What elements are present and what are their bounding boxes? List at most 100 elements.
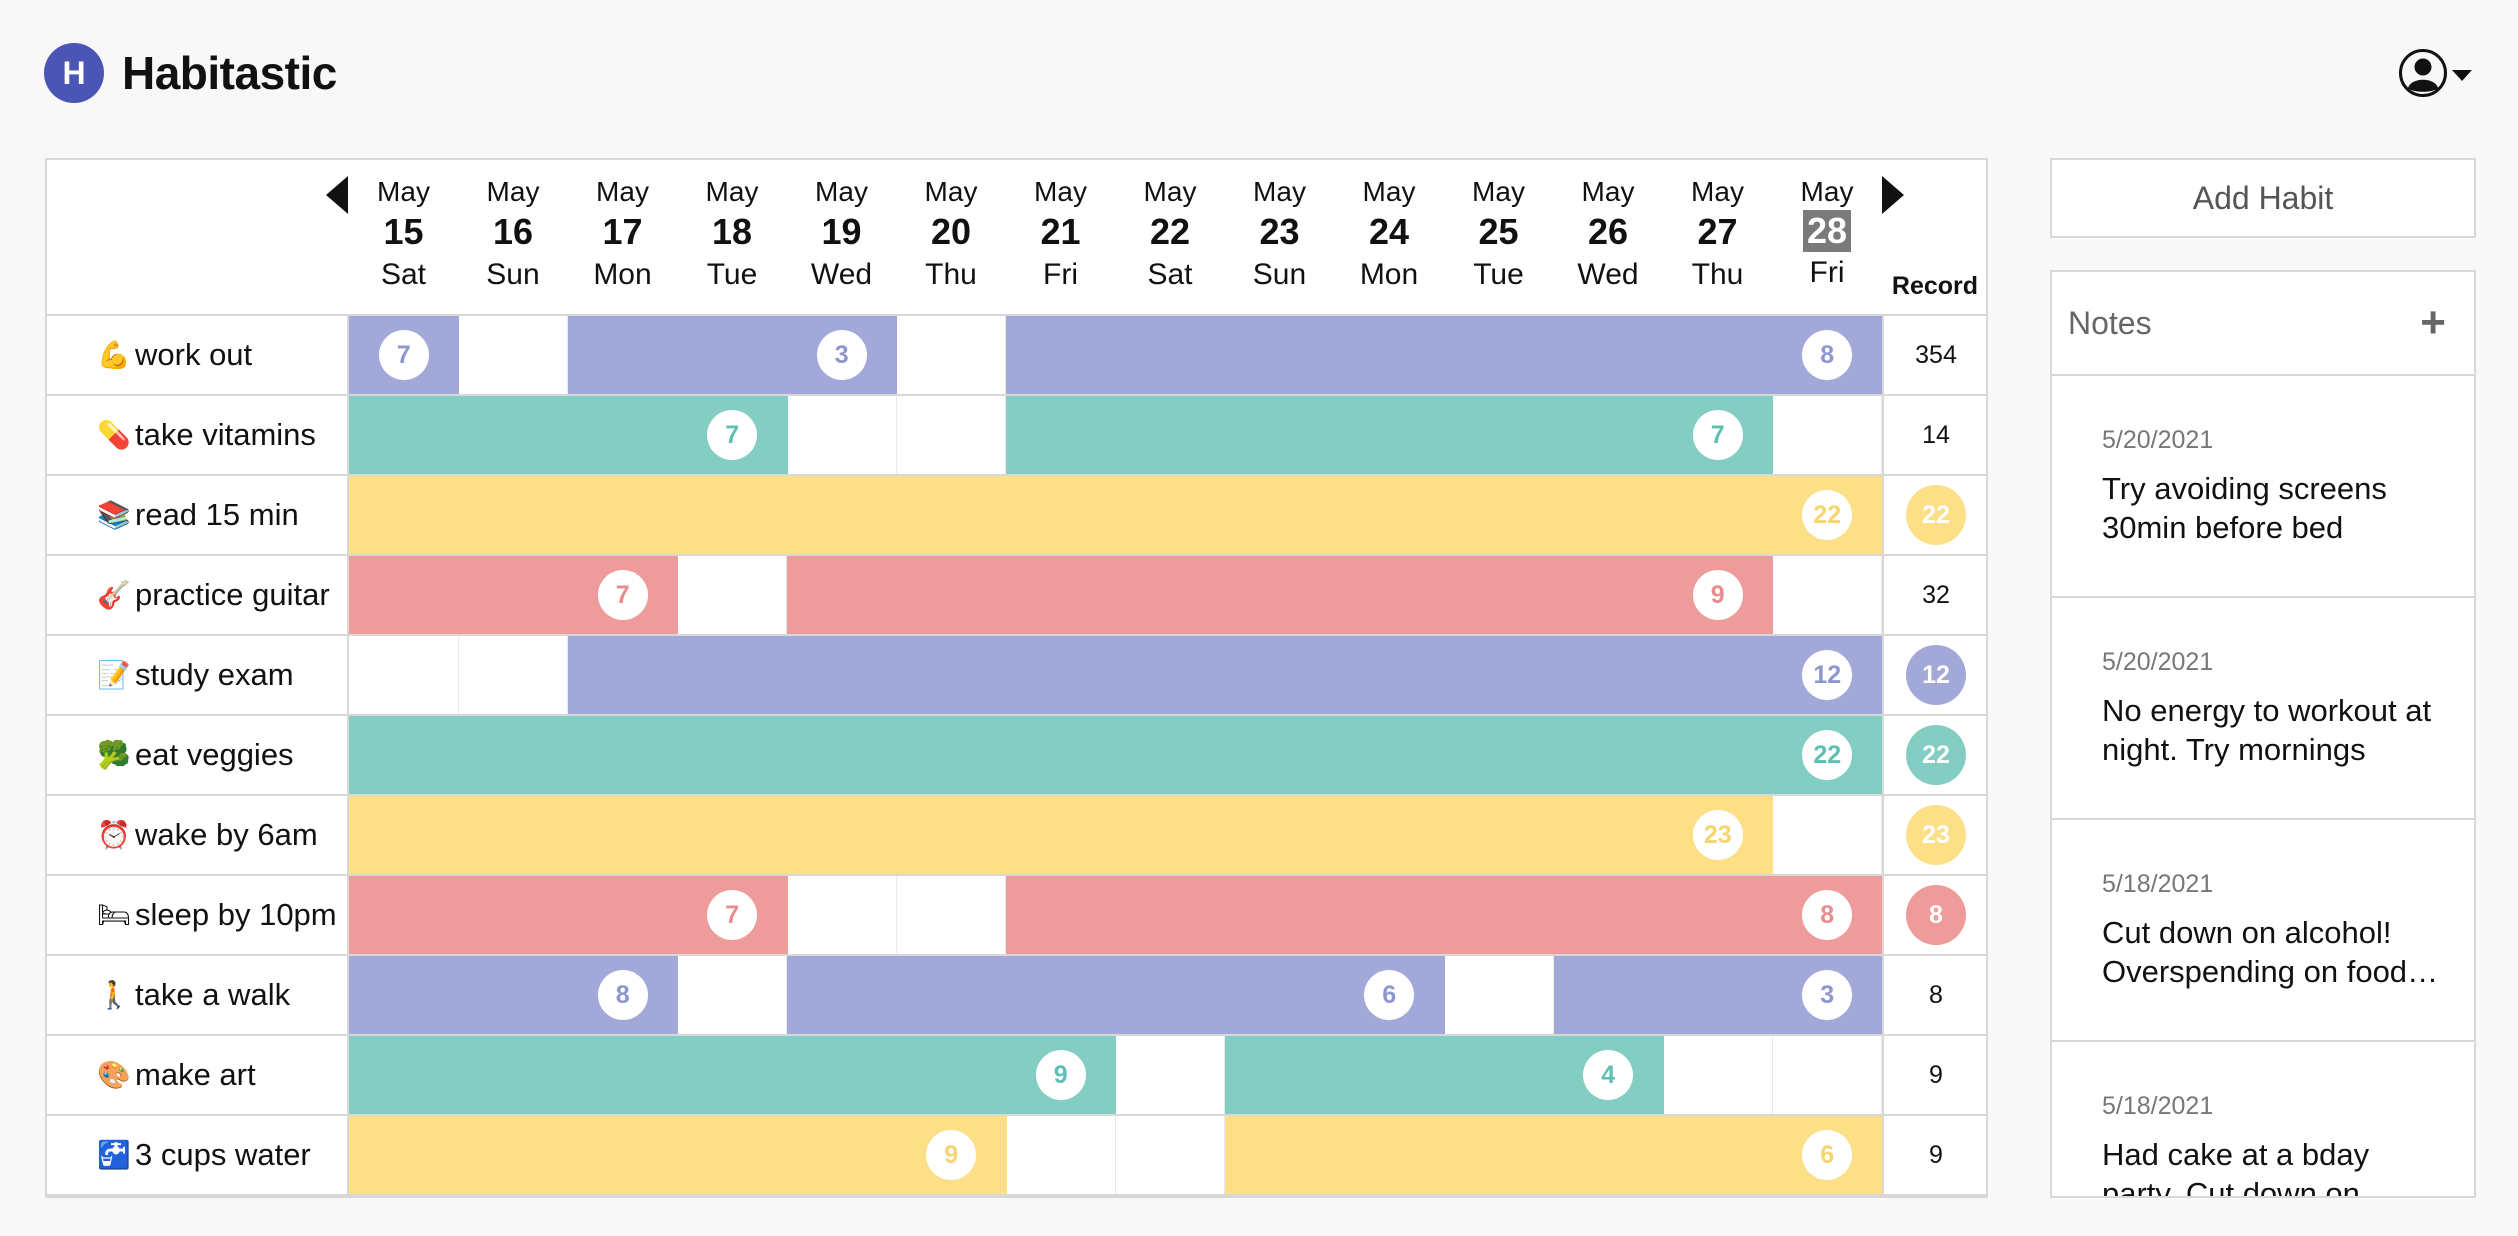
day-cell-done[interactable] bbox=[1006, 476, 1116, 554]
day-cell-done[interactable] bbox=[896, 796, 1007, 874]
day-cell-done[interactable] bbox=[1115, 876, 1226, 954]
day-cell-done[interactable] bbox=[568, 716, 678, 794]
day-cell-done[interactable] bbox=[349, 396, 459, 474]
day-cell-done[interactable] bbox=[1444, 1036, 1554, 1114]
day-cell-done[interactable] bbox=[458, 476, 569, 554]
day-cell-done[interactable] bbox=[1115, 396, 1226, 474]
day-cell-done[interactable] bbox=[1006, 316, 1116, 394]
day-cell-done[interactable] bbox=[787, 636, 897, 714]
day-cell-done[interactable] bbox=[787, 796, 897, 874]
day-cell-done[interactable] bbox=[1115, 316, 1226, 394]
day-cell-done[interactable] bbox=[349, 556, 459, 634]
day-cell-done[interactable] bbox=[568, 476, 678, 554]
day-cell-empty[interactable] bbox=[1116, 1116, 1225, 1194]
day-cell-done[interactable] bbox=[1553, 316, 1664, 394]
day-cell-done[interactable] bbox=[1006, 556, 1116, 634]
day-cell-done[interactable] bbox=[1444, 1116, 1554, 1194]
day-cell-done[interactable] bbox=[1225, 636, 1335, 714]
day-cell-done[interactable] bbox=[1225, 956, 1335, 1034]
day-cell-done[interactable] bbox=[1444, 396, 1554, 474]
day-cell-done[interactable] bbox=[458, 1036, 569, 1114]
day-cell-done[interactable] bbox=[568, 1116, 678, 1194]
day-cell-done[interactable] bbox=[1334, 716, 1445, 794]
habit-name[interactable]: 🚰 3 cups water bbox=[47, 1116, 349, 1194]
day-cell-done[interactable] bbox=[1115, 636, 1226, 714]
day-cell-done[interactable] bbox=[1553, 636, 1664, 714]
day-cell-done[interactable] bbox=[1663, 1116, 1773, 1194]
day-cell-done[interactable] bbox=[896, 956, 1007, 1034]
habit-name[interactable]: 💪 work out bbox=[47, 316, 349, 394]
day-cell-done[interactable] bbox=[1115, 716, 1226, 794]
day-cell-done[interactable] bbox=[349, 1116, 459, 1194]
day-cell-done[interactable] bbox=[896, 636, 1007, 714]
day-cell-empty[interactable] bbox=[1773, 396, 1882, 474]
day-cell-done[interactable] bbox=[1334, 396, 1445, 474]
day-cell-done[interactable] bbox=[787, 956, 897, 1034]
day-cell-done[interactable] bbox=[458, 956, 569, 1034]
day-cell-done[interactable] bbox=[1444, 876, 1554, 954]
day-cell-done[interactable] bbox=[787, 476, 897, 554]
app-logo[interactable]: H bbox=[44, 43, 104, 103]
day-cell-done[interactable] bbox=[677, 636, 788, 714]
prev-week-icon[interactable] bbox=[326, 176, 348, 214]
day-cell-done[interactable] bbox=[1553, 956, 1664, 1034]
note-item[interactable]: 5/20/2021 No energy to workout at night. … bbox=[2052, 598, 2474, 820]
day-cell-done[interactable] bbox=[1334, 636, 1445, 714]
day-cell-done[interactable] bbox=[1553, 876, 1664, 954]
note-item[interactable]: 5/18/2021 Cut down on alcohol! Overspendi… bbox=[2052, 820, 2474, 1042]
day-cell-done[interactable] bbox=[1553, 556, 1664, 634]
day-cell-done[interactable] bbox=[568, 1036, 678, 1114]
day-cell-done[interactable] bbox=[677, 796, 788, 874]
day-cell-empty[interactable] bbox=[787, 396, 897, 474]
day-cell-done[interactable] bbox=[1115, 796, 1226, 874]
habit-name[interactable]: 🥦 eat veggies bbox=[47, 716, 349, 794]
day-cell-done[interactable] bbox=[1334, 556, 1445, 634]
day-cell-done[interactable] bbox=[1334, 796, 1445, 874]
day-cell-done[interactable] bbox=[1553, 396, 1664, 474]
add-habit-button[interactable]: Add Habit bbox=[2050, 158, 2476, 238]
day-cell-done[interactable] bbox=[1663, 956, 1773, 1034]
day-cell-done[interactable] bbox=[1225, 476, 1335, 554]
day-cell-done[interactable] bbox=[896, 476, 1007, 554]
day-cell-done[interactable] bbox=[349, 716, 459, 794]
day-cell-done[interactable] bbox=[458, 396, 569, 474]
day-cell-done[interactable] bbox=[1334, 876, 1445, 954]
note-item[interactable]: 5/20/2021 Try avoiding screens 30min befo… bbox=[2052, 376, 2474, 598]
habit-name[interactable]: 🚶 take a walk bbox=[47, 956, 349, 1034]
day-cell-done[interactable] bbox=[1663, 716, 1773, 794]
day-cell-done[interactable] bbox=[458, 716, 569, 794]
day-cell-done[interactable] bbox=[1553, 716, 1664, 794]
day-cell-done[interactable] bbox=[787, 716, 897, 794]
day-cell-done[interactable] bbox=[1225, 1116, 1335, 1194]
day-cell-done[interactable] bbox=[1006, 396, 1116, 474]
note-item[interactable]: 5/18/2021 Had cake at a bday party. Cut d… bbox=[2052, 1042, 2474, 1196]
day-cell-done[interactable] bbox=[1225, 1036, 1335, 1114]
day-cell-done[interactable] bbox=[1115, 956, 1226, 1034]
day-cell-done[interactable] bbox=[1553, 796, 1664, 874]
day-cell-done[interactable] bbox=[349, 956, 459, 1034]
day-cell-done[interactable] bbox=[1225, 796, 1335, 874]
day-cell-done[interactable] bbox=[349, 796, 459, 874]
day-cell-done[interactable] bbox=[1334, 476, 1445, 554]
day-cell-done[interactable] bbox=[568, 316, 678, 394]
day-cell-done[interactable] bbox=[677, 716, 788, 794]
day-cell-done[interactable] bbox=[1334, 1116, 1445, 1194]
day-cell-done[interactable] bbox=[1663, 876, 1773, 954]
day-cell-empty[interactable] bbox=[459, 636, 568, 714]
day-cell-done[interactable] bbox=[568, 796, 678, 874]
day-cell-done[interactable] bbox=[787, 556, 897, 634]
day-cell-done[interactable] bbox=[1006, 716, 1116, 794]
day-cell-empty[interactable] bbox=[1444, 956, 1554, 1034]
day-cell-empty[interactable] bbox=[1773, 1036, 1882, 1114]
day-cell-empty[interactable] bbox=[897, 316, 1006, 394]
day-cell-empty[interactable] bbox=[459, 316, 568, 394]
day-cell-done[interactable] bbox=[1663, 476, 1773, 554]
day-cell-done[interactable] bbox=[677, 316, 788, 394]
habit-name[interactable]: 💊 take vitamins bbox=[47, 396, 349, 474]
day-cell-done[interactable] bbox=[349, 1036, 459, 1114]
day-cell-done[interactable] bbox=[1225, 316, 1335, 394]
day-cell-empty[interactable] bbox=[1006, 1116, 1116, 1194]
day-cell-empty[interactable] bbox=[1663, 1036, 1773, 1114]
habit-name[interactable]: 🎸 practice guitar bbox=[47, 556, 349, 634]
day-cell-done[interactable] bbox=[458, 876, 569, 954]
